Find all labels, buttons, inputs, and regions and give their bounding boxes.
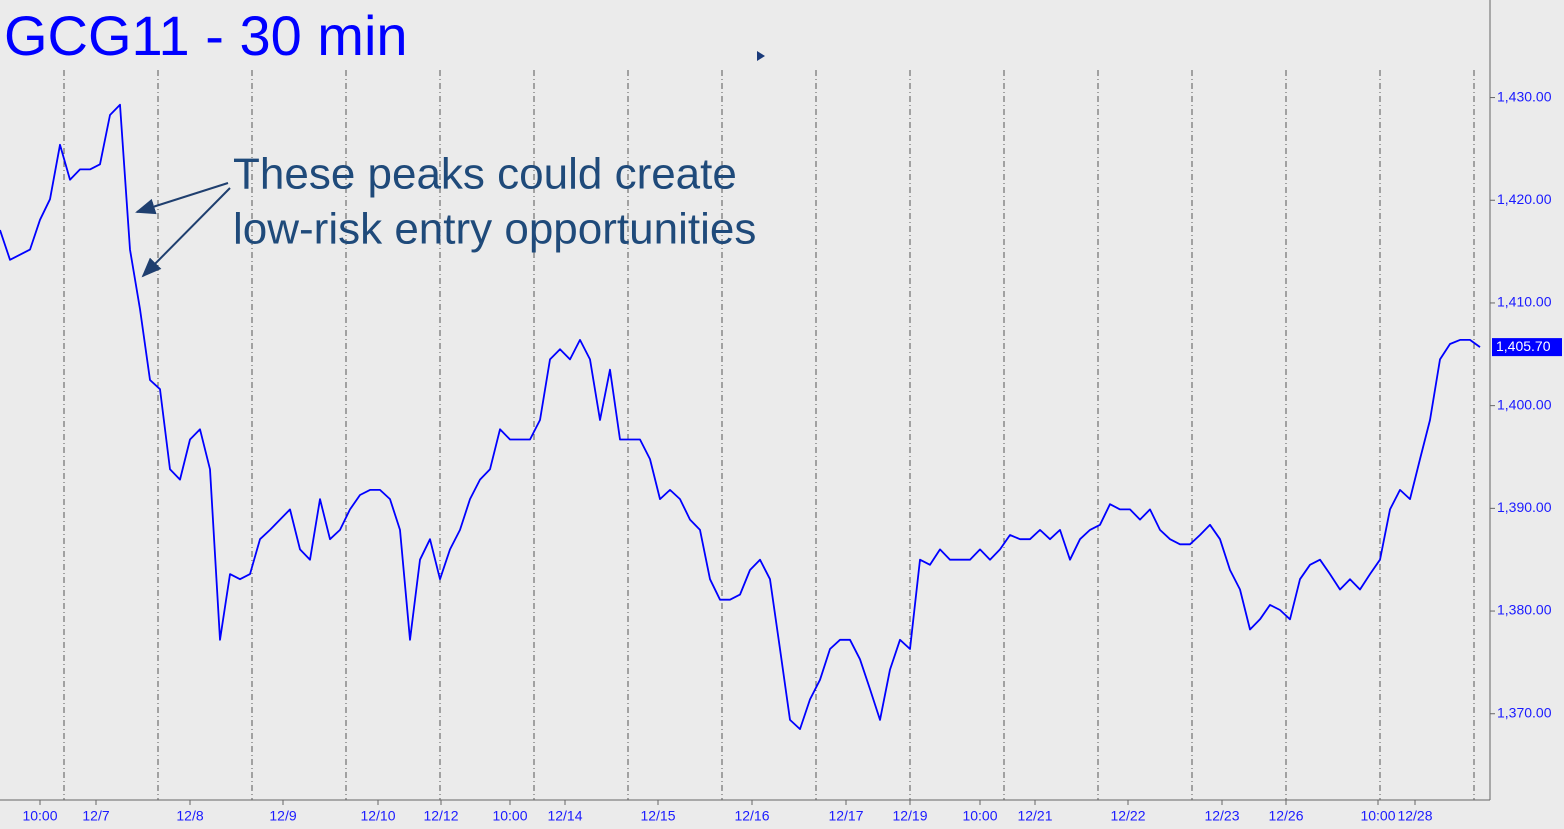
x-tick-label: 12/10 [360, 808, 395, 824]
grid [63, 70, 1475, 800]
x-tick-label: 12/28 [1397, 808, 1432, 824]
x-tick-label: 12/17 [828, 808, 863, 824]
x-tick-label: 12/7 [82, 808, 109, 824]
x-tick-label: 12/8 [176, 808, 203, 824]
marker [757, 51, 765, 61]
x-tick-label: 12/15 [640, 808, 675, 824]
x-tick-label: 12/19 [892, 808, 927, 824]
x-tick-label: 12/21 [1017, 808, 1052, 824]
y-tick-label: 1,370.00 [1497, 704, 1552, 720]
x-tick-label: 10:00 [492, 808, 527, 824]
x-tick-label: 12/26 [1268, 808, 1303, 824]
x-tick-label: 12/16 [734, 808, 769, 824]
x-tick-label: 12/12 [423, 808, 458, 824]
y-tick-label: 1,430.00 [1497, 88, 1552, 104]
y-tick-label: 1,380.00 [1497, 602, 1552, 618]
y-tick-label: 1,390.00 [1497, 499, 1552, 515]
x-tick-label: 12/23 [1204, 808, 1239, 824]
y-tick-label: 1,400.00 [1497, 396, 1552, 412]
annotation: low-risk entry opportunities [233, 205, 756, 254]
price-line [0, 103, 1481, 730]
arrow [135, 182, 229, 215]
x-tick-label: 10:00 [22, 808, 57, 824]
x-tick-label: 12/14 [547, 808, 582, 824]
y-tick-label: 1,420.00 [1497, 191, 1552, 207]
x-tick-label: 10:00 [1360, 808, 1395, 824]
arrow [141, 187, 231, 278]
last-price-box [1492, 338, 1562, 357]
plot [0, 103, 1481, 730]
x-tick-label: 10:00 [962, 808, 997, 824]
x-tick-label: 12/22 [1110, 808, 1145, 824]
x-tick-label: 12/9 [269, 808, 296, 824]
chart-title: GCG11 - 30 min [4, 4, 408, 67]
last-price-label: 1,405.70 [1496, 338, 1551, 354]
y-tick-label: 1,410.00 [1497, 294, 1552, 310]
annotation: These peaks could create [233, 150, 737, 199]
